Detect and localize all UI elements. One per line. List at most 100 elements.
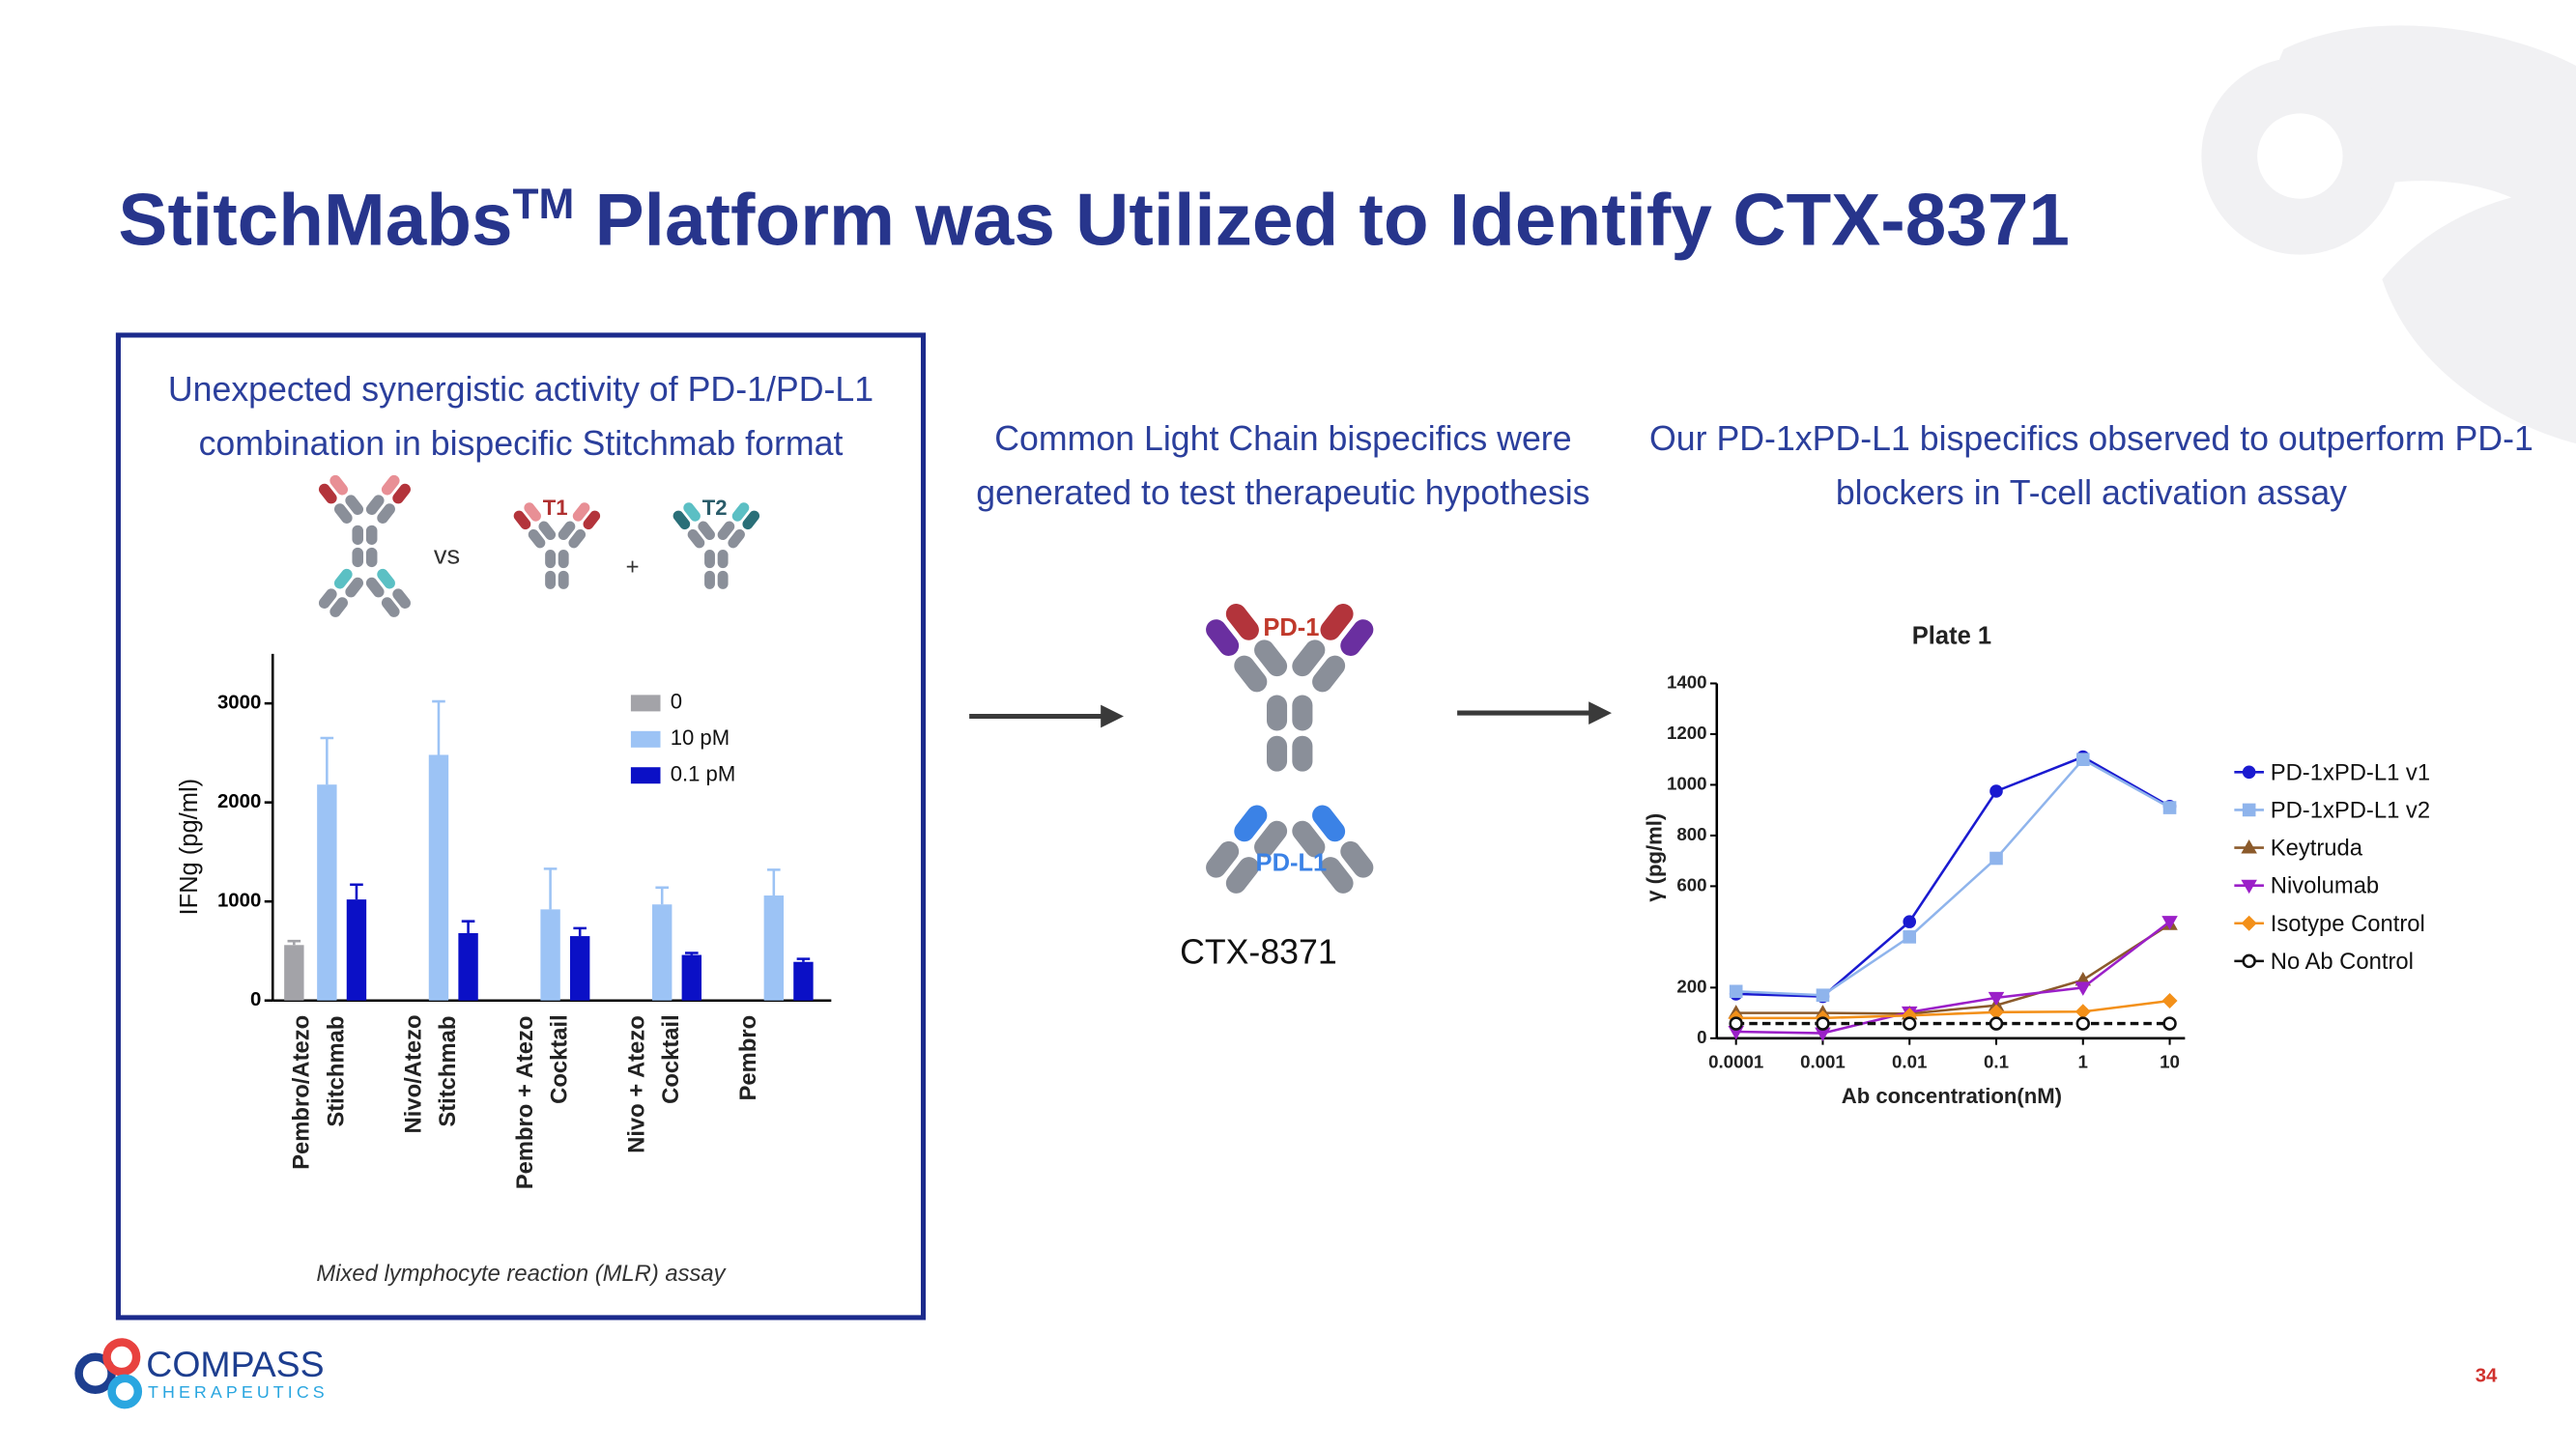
logo-sub: THERAPEUTICS [148,1382,329,1402]
error-bar [543,867,558,910]
antibody-domain [1312,655,1346,693]
x-tick-label: Nivo + Atezo Cocktail [622,1015,684,1153]
arrow-head [1589,701,1612,724]
bar [428,754,449,1001]
antibody-domain [558,521,576,541]
x-tick-label: Pembro [734,1015,761,1101]
antibody-domain [1225,604,1259,640]
antibody-domain [1266,695,1288,731]
antibody-arm [717,502,760,549]
antibody-domain [717,570,729,589]
antibody-domain [698,521,715,541]
slide-title: StitchMabsTM Platform was Utilized to Id… [118,178,2070,263]
marker [1903,915,1917,928]
chart-title: Plate 1 [1912,623,1991,650]
molecule-name: CTX-8371 [1180,933,1337,972]
antibody-domain [1292,735,1313,772]
line-chart: Plate 1 0 200 600 800 1000 1200 1400 0.0001 0.001… [1643,623,2430,1108]
bar [681,954,702,1001]
marker [2075,753,2090,767]
marker [1988,991,2005,1007]
series-line [1735,921,2171,1035]
plus-label: + [626,554,640,581]
error-bar [432,699,445,755]
middle-heading: Common Light Chain bispecifics were gene… [976,420,1590,513]
legend-label: 0.1 pM [671,762,736,786]
x-tick-label: 0.01 [1892,1051,1927,1071]
y-tick-label: 1000 [1667,773,1707,793]
antibody-domain [568,528,587,549]
antibody-arm [558,502,601,549]
bar [793,961,814,1001]
antibody-domain [352,547,364,568]
antibody-domain [704,570,715,589]
marker [1989,1016,2004,1031]
antibody [1206,604,1374,894]
legend-label: No Ab Control [2271,949,2414,975]
bar-chart: 0 1000 2000 3000 IFNg (pg/ml) 0 10 pM 0.1 pM [176,653,832,1010]
antibody-domain [583,510,601,530]
antibody-arm [318,474,364,524]
error-bar [287,939,301,946]
antibody-domain [1206,840,1240,878]
antibody-domain [683,502,701,522]
series-line [1735,757,2171,997]
antibody-domain [345,495,364,516]
t1-label: T1 [543,496,568,520]
antibody-domain [329,597,349,617]
marker [1729,984,1743,999]
antibody-domain [673,510,691,530]
x-tick-label: 10 [2160,1051,2180,1071]
logo-ring [107,1374,143,1409]
antibody-arm [318,568,364,617]
antibody-domain [365,577,385,598]
y-tick-label: 2000 [217,791,261,812]
y-tick-label: 1000 [217,891,261,912]
marker [2075,981,2092,996]
pd1-label: PD-1 [1263,614,1319,641]
antibody-domain [329,474,349,496]
left-panel-frame [115,332,927,1321]
series-line [1735,755,2171,998]
antibody-domain [528,528,546,549]
antibody-domain [377,503,395,524]
x-tick-label: 0.0001 [1708,1051,1763,1071]
antibody-arm [1206,805,1288,894]
antibody-domain [377,568,395,589]
antibody-domain [1234,655,1268,693]
antibody-domain [1320,604,1354,640]
legend-swatch [630,767,661,784]
antibody-domain [381,597,400,617]
logo-ring [74,1352,116,1395]
x-tick-label: Nivo/Atezo Stitchmab [399,1015,461,1135]
antibody-domain [1254,820,1288,858]
y-tick-label: 600 [1676,874,1706,895]
legend-label: Isotype Control [2271,911,2425,937]
antibody-arm [673,502,715,549]
logo-name: COMPASS [146,1344,324,1384]
marker [2161,992,2178,1009]
antibody-domain [1312,805,1346,842]
right-heading: Our PD-1xPD-L1 bispecifics observed to o… [1649,420,2533,513]
error-bar [320,736,334,785]
marker [1816,988,1830,1003]
background-logo-hole [2257,113,2343,199]
antibody-domain [1266,735,1288,772]
vs-label: vs [434,540,460,570]
logo-ring [102,1338,141,1377]
antibody-domain [333,503,353,524]
antibody-arm [1292,604,1374,693]
marker [2242,765,2256,780]
antibody-domain [318,483,337,504]
series-line [1735,923,2171,1015]
antibody [318,474,411,617]
marker [2241,879,2257,895]
series-line [1735,999,2170,1020]
antibody-domain [545,570,557,589]
antibody-arm [1292,805,1374,894]
error-bar [796,957,811,962]
y-tick-label: 1200 [1667,723,1707,743]
marker [2241,839,2257,854]
antibody-domain [318,588,337,610]
